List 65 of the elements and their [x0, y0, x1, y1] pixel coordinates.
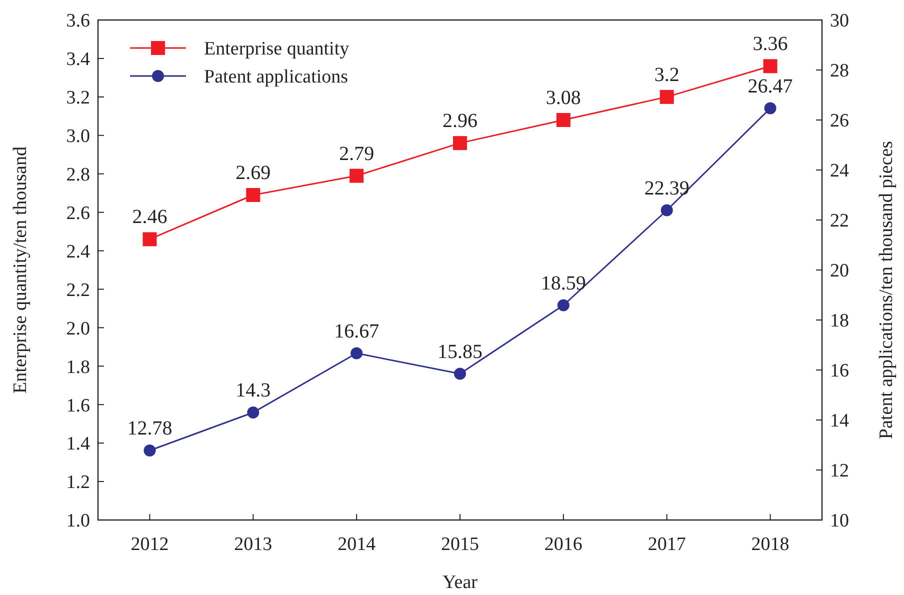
legend-label: Enterprise quantity — [204, 38, 350, 60]
y2-tick-label: 20 — [830, 260, 849, 282]
y-tick-label: 1.4 — [66, 434, 90, 455]
data-label: 16.67 — [334, 320, 380, 342]
point — [144, 444, 156, 456]
y2-tick-label: 24 — [830, 160, 850, 182]
y-tick-label: 3.6 — [66, 10, 90, 32]
y2-axis-title: Patent applications/ten thousand pieces — [876, 140, 897, 440]
data-label: 14.3 — [236, 380, 271, 402]
x-tick-label: 2018 — [751, 534, 790, 555]
data-label: 26.47 — [748, 75, 793, 98]
x-tick-label: 2015 — [441, 534, 479, 555]
y-tick-label: 2.6 — [66, 202, 90, 224]
y-tick-label: 1.2 — [66, 472, 90, 494]
y-tick-label: 2.2 — [66, 280, 90, 301]
data-label: 3.08 — [546, 87, 581, 109]
x-tick-label: 2016 — [544, 534, 582, 555]
y2-tick-label: 30 — [830, 10, 849, 32]
point — [142, 232, 157, 246]
y-tick-label: 3.0 — [66, 126, 90, 148]
data-label: 22.39 — [644, 177, 690, 200]
data-label: 2.96 — [442, 110, 478, 132]
y2-tick-label: 18 — [830, 310, 849, 332]
x-tick-label: 2017 — [648, 534, 686, 555]
y2-tick-label: 12 — [830, 460, 849, 482]
y2-tick-label: 26 — [830, 110, 849, 132]
point — [763, 59, 778, 74]
point — [246, 188, 260, 202]
point — [350, 168, 364, 183]
y-tick-label: 1.6 — [66, 395, 90, 416]
point — [660, 90, 674, 104]
y-axis-title: Enterprise quantity/ten thousand — [10, 146, 31, 394]
point — [454, 368, 466, 380]
y-tick-label: 3.2 — [66, 88, 90, 109]
y-tick-label: 1.8 — [66, 356, 90, 378]
y2-tick-label: 10 — [830, 510, 849, 532]
y-tick-label: 2.0 — [66, 318, 90, 340]
data-label: 3.2 — [654, 64, 680, 86]
x-tick-label: 2014 — [338, 534, 376, 555]
y-tick-label: 2.4 — [66, 241, 90, 262]
y2-tick-label: 22 — [830, 210, 849, 232]
x-axis-title: Year — [442, 572, 478, 593]
x-tick-label: 2012 — [130, 534, 169, 555]
point — [247, 406, 260, 418]
data-label: 18.59 — [540, 272, 586, 294]
data-label: 12.78 — [127, 418, 172, 440]
y2-tick-label: 16 — [830, 360, 849, 382]
data-label: 3.36 — [752, 33, 788, 56]
y2-tick-label: 14 — [830, 410, 850, 432]
y-tick-label: 2.8 — [66, 164, 90, 186]
data-label: 15.85 — [438, 340, 482, 363]
point — [557, 299, 570, 312]
y2-tick-label: 28 — [830, 60, 849, 82]
point — [764, 102, 776, 114]
point — [350, 347, 363, 360]
y-tick-label: 3.4 — [66, 49, 90, 70]
data-label: 2.69 — [236, 162, 271, 184]
legend-label: Patent applications — [204, 66, 348, 88]
point — [453, 136, 467, 150]
point — [556, 113, 570, 127]
y-tick-label: 1.0 — [66, 510, 90, 532]
data-label: 2.79 — [339, 142, 374, 165]
data-label: 2.46 — [132, 206, 168, 228]
x-tick-label: 2013 — [234, 534, 272, 555]
point — [660, 204, 673, 216]
